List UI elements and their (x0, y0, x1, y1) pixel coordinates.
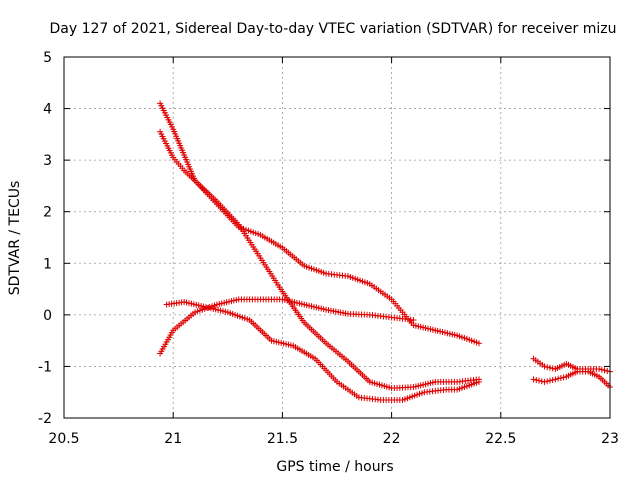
y-tick-label: 3 (43, 153, 52, 169)
plot-frame (63, 56, 611, 419)
x-tick-label: 23 (601, 431, 619, 447)
series-track-b (157, 128, 482, 392)
y-tick-label: 0 (43, 308, 52, 324)
data-point-marker (546, 364, 553, 371)
data-point-marker (475, 340, 482, 347)
x-tick-label: 21.5 (267, 431, 298, 447)
data-point-marker (555, 375, 562, 382)
y-axis-title: SDTVAR / TECUs (7, 181, 23, 296)
data-point-marker (557, 375, 564, 382)
data-point-marker (560, 374, 567, 381)
data-point-marker (604, 367, 611, 374)
y-tick-label: -1 (38, 359, 52, 375)
data-point-marker (538, 378, 545, 385)
x-tick-label: 21 (164, 431, 182, 447)
data-point-marker (544, 364, 551, 371)
x-tick-label: 20.5 (48, 431, 79, 447)
data-marks-layer (157, 100, 613, 403)
data-point-marker (598, 366, 605, 373)
data-point-marker (410, 317, 417, 324)
y-tick-label: 1 (43, 256, 52, 272)
y-tick-label: 2 (43, 205, 52, 221)
x-tick-label: 22 (383, 431, 401, 447)
grid-layer (64, 57, 610, 418)
y-tick-label: 4 (43, 102, 52, 118)
series-track-c (157, 296, 417, 357)
data-point-marker (552, 376, 559, 383)
data-point-marker (530, 376, 537, 383)
x-axis-title: GPS time / hours (276, 459, 393, 475)
chart-title: Day 127 of 2021, Sidereal Day-to-day VTE… (50, 21, 617, 37)
data-point-marker (536, 377, 543, 384)
series-track-d (163, 298, 482, 403)
x-tick-label: 22.5 (485, 431, 516, 447)
data-point-marker (533, 376, 540, 383)
data-point-marker (596, 366, 603, 373)
data-point-marker (475, 378, 482, 385)
y-tick-label: -2 (38, 411, 52, 427)
series-track-e (530, 355, 613, 375)
data-point-marker (544, 378, 551, 385)
series-track-f (530, 368, 613, 391)
axis-layer (63, 56, 611, 419)
data-point-marker (601, 367, 608, 374)
y-tick-label: 5 (43, 50, 52, 66)
data-point-marker (541, 378, 548, 385)
data-point-marker (541, 363, 548, 370)
data-point-marker (546, 377, 553, 384)
data-point-marker (549, 376, 556, 383)
